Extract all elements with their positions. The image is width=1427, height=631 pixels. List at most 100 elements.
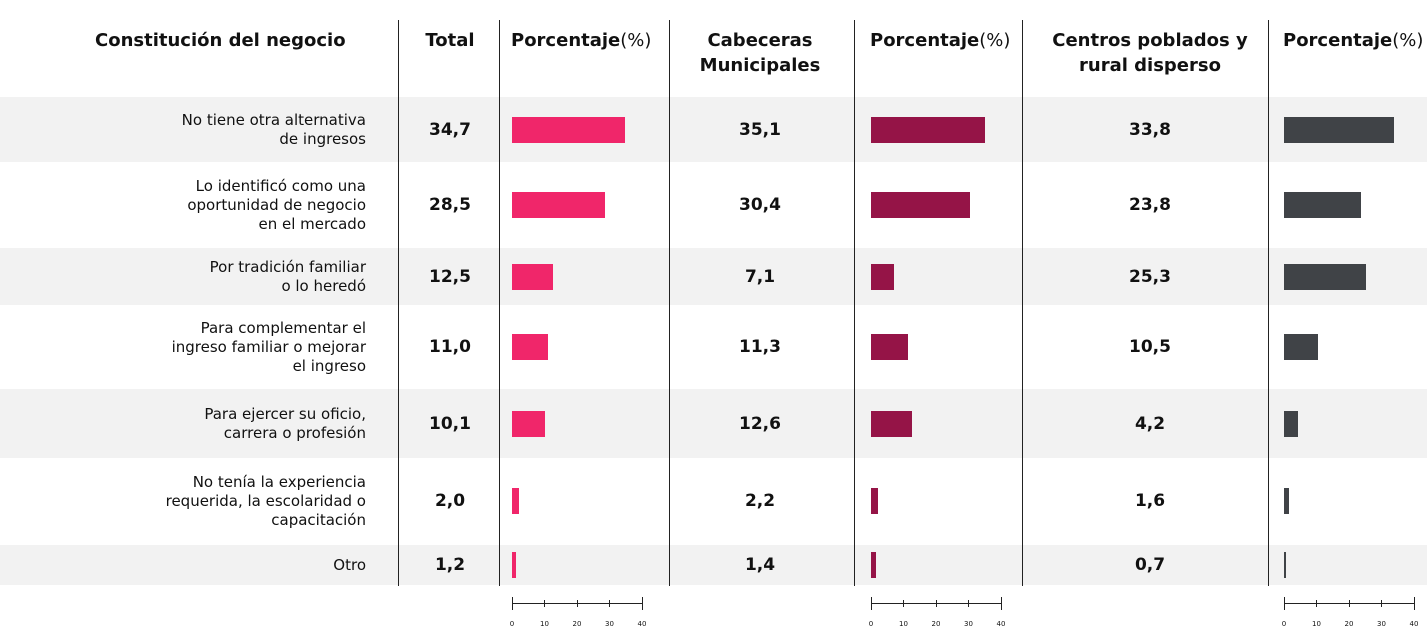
tick-mark: [870, 597, 872, 610]
row-label: Otro: [333, 545, 366, 585]
tick-mark: [903, 600, 904, 607]
tick-label: 20: [931, 620, 941, 628]
row-label: Lo identificó como una oportunidad de neg…: [187, 164, 366, 246]
bar: [1284, 488, 1290, 514]
bar: [512, 410, 545, 437]
row-label-line: en el mercado: [258, 214, 366, 233]
value-label: 28,5: [429, 195, 471, 215]
bar: [512, 263, 553, 290]
series-header: Cabeceras Municipales: [699, 30, 821, 76]
tick-label: 0: [868, 620, 874, 628]
bar-header-text: Porcentaje: [870, 30, 980, 51]
tick-mark: [641, 597, 643, 610]
tick-label: 10: [1312, 620, 1321, 628]
bar-header-text: Porcentaje: [1283, 30, 1393, 51]
tick-mark: [609, 600, 610, 607]
bar: [1284, 116, 1394, 143]
row-label-line: Otro: [333, 555, 366, 574]
value-label: 1,2: [434, 555, 466, 575]
bar: [512, 488, 519, 514]
bar: [871, 488, 879, 514]
row-label-line: Para complementar el: [200, 318, 366, 337]
row-background: [0, 389, 1427, 458]
bar-header-unit: (%): [620, 30, 652, 51]
bar-header: Porcentaje(%): [870, 28, 1010, 53]
value-label: 12,6: [739, 413, 781, 434]
tick-mark: [544, 600, 545, 607]
value-label: 2,0: [434, 491, 466, 511]
column-separator: [669, 20, 670, 586]
tick-label: 10: [540, 620, 549, 628]
tick-mark: [1381, 600, 1382, 607]
bar: [1284, 263, 1367, 290]
value-label: 1,6: [1134, 491, 1166, 511]
row-label-line: Para ejercer su oficio,: [204, 404, 366, 423]
tick-mark: [1000, 597, 1002, 610]
column-separator: [398, 20, 399, 586]
tick-label: 10: [899, 620, 908, 628]
tick-mark: [935, 600, 937, 607]
category-header: Constitución del negocio: [95, 30, 346, 51]
row-label-line: No tenía la experiencia: [192, 472, 366, 491]
row-label-line: de ingresos: [279, 129, 366, 148]
row-label: Para complementar el ingreso familiar o m…: [172, 307, 366, 387]
series-header: Centros poblados y rural disperso: [1052, 30, 1248, 76]
value-label: 25,3: [1129, 266, 1171, 287]
tick-label: 30: [1377, 620, 1386, 628]
column-separator: [1268, 20, 1269, 586]
bar: [871, 410, 912, 437]
row-label-line: el ingreso: [292, 356, 366, 375]
bar-header-unit: (%): [1392, 30, 1424, 51]
bar: [1284, 410, 1298, 437]
bar-header: Porcentaje(%): [511, 28, 651, 53]
bar: [512, 334, 548, 360]
value-label: 11,0: [429, 337, 471, 357]
tick-mark: [576, 600, 578, 607]
tick-label: 30: [605, 620, 614, 628]
bar: [871, 263, 895, 290]
bar: [871, 334, 908, 360]
bar: [512, 116, 625, 143]
value-label: 23,8: [1129, 195, 1171, 215]
tick-label: 30: [964, 620, 973, 628]
bar: [512, 552, 516, 578]
value-label: 0,7: [1134, 555, 1166, 575]
row-label: No tenía la experiencia requerida, la esc…: [166, 460, 366, 542]
bar-header: Porcentaje(%): [1283, 28, 1423, 53]
tick-mark: [1283, 597, 1285, 610]
tick-label: 20: [1344, 620, 1354, 628]
bar: [512, 192, 605, 218]
row-background: [0, 97, 1427, 162]
row-label-line: carrera o profesión: [223, 423, 366, 442]
tick-label: 20: [572, 620, 582, 628]
tick-mark: [511, 597, 513, 610]
tick-mark: [968, 600, 969, 607]
bar-header-unit: (%): [979, 30, 1011, 51]
tick-label: 40: [637, 620, 647, 628]
tick-mark: [1316, 600, 1317, 607]
value-label: 4,2: [1134, 413, 1166, 434]
bar: [1284, 192, 1362, 218]
row-label-line: requerida, la escolaridad o: [165, 491, 366, 510]
bar: [871, 192, 970, 218]
row-label: No tiene otra alternativa de ingresos: [182, 97, 366, 162]
tick-mark: [1413, 597, 1415, 610]
value-label: 10,1: [429, 413, 471, 434]
row-background: [0, 248, 1427, 305]
value-label: 10,5: [1129, 337, 1171, 357]
value-label: 7,1: [744, 266, 776, 287]
tick-label: 0: [509, 620, 515, 628]
value-label: 11,3: [739, 337, 781, 357]
series-header: Total: [425, 30, 475, 51]
value-label: 33,8: [1129, 119, 1171, 140]
row-label-line: Por tradición familiar: [209, 257, 366, 276]
value-label: 30,4: [739, 195, 781, 215]
bar: [1284, 552, 1287, 578]
row-label-line: ingreso familiar o mejorar: [171, 337, 366, 356]
bar: [871, 552, 876, 578]
column-separator: [1022, 20, 1023, 586]
value-label: 34,7: [429, 119, 471, 140]
row-label: Por tradición familiar o lo heredó: [210, 248, 366, 305]
row-label-line: oportunidad de negocio: [187, 195, 366, 214]
value-label: 1,4: [744, 555, 776, 575]
